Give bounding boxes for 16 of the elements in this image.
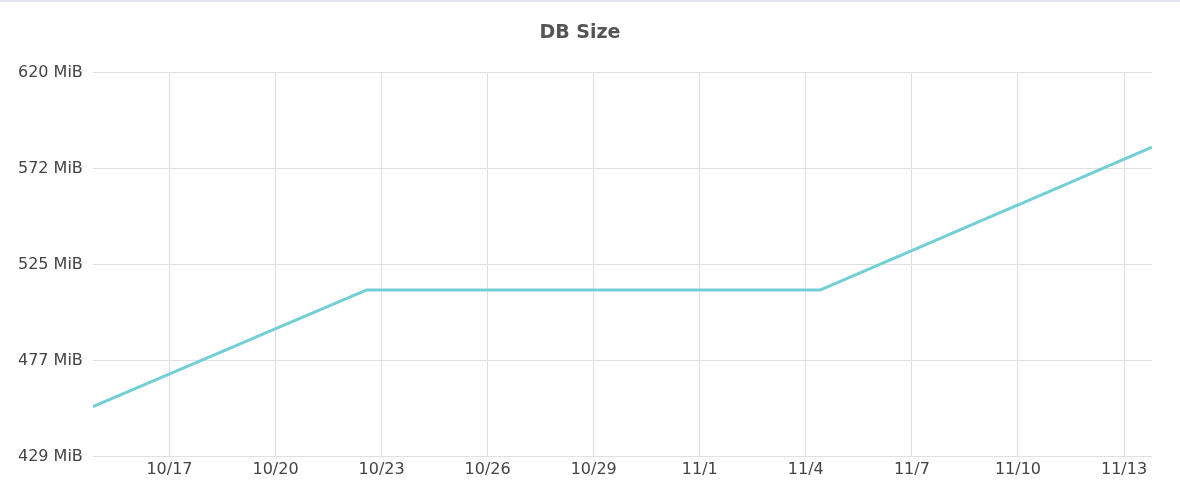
x-tick-label: 11/4 [787,458,824,478]
x-tick-label: 11/13 [1100,458,1148,478]
x-tick-label: 10/29 [570,458,617,478]
y-tick-label: 572 MiB [17,157,83,177]
y-tick-label: 620 MiB [17,61,83,81]
x-tick-label: 11/1 [681,458,718,478]
x-tick-label: 11/10 [994,458,1041,478]
x-tick-label: 11/7 [893,458,930,478]
y-tick-label: 477 MiB [17,349,83,369]
chart-title: DB Size [539,20,621,43]
y-tick-label: 525 MiB [17,253,83,273]
x-tick-label: 10/17 [146,458,193,478]
x-tick-label: 10/23 [358,458,405,478]
x-tick-label: 10/20 [252,458,299,478]
y-tick-label: 429 MiB [17,445,83,465]
x-tick-label: 10/26 [464,458,511,478]
